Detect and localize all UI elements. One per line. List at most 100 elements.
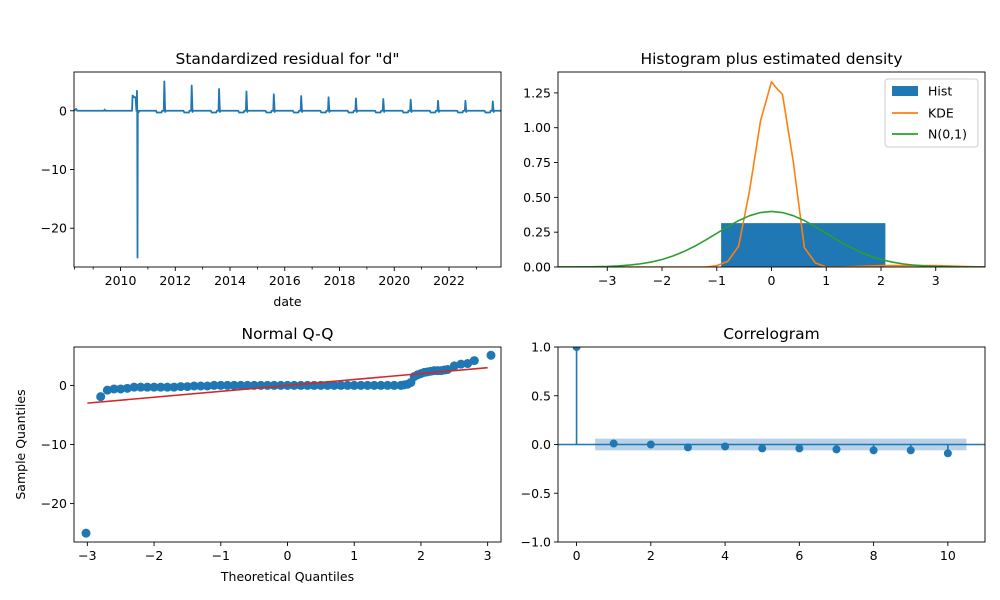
histogram-panel: Hist KDE N(0,1) −3 −2 −1 0 1 2 3 0.00 0.25 0.50 0.75 1… xyxy=(523,50,986,288)
correlogram-panel: 0 2 4 6 8 10 1.0 0.5 0.0 −0.5 −1.0 Correlogram xyxy=(521,325,986,563)
y-tick-label: −10 xyxy=(41,162,67,177)
x-tick-label: 0 xyxy=(768,273,776,288)
plot-area xyxy=(81,350,496,538)
qq-point xyxy=(456,359,466,369)
x-tick-label: 2010 xyxy=(105,273,137,288)
normal-density-line xyxy=(558,210,985,267)
x-tick-label: 1 xyxy=(822,273,830,288)
y-tick-label: −1.0 xyxy=(521,535,551,550)
acf-marker xyxy=(572,347,581,351)
y-tick-label: −0.5 xyxy=(521,486,551,501)
x-tick-label: −3 xyxy=(598,273,616,288)
qq-point xyxy=(236,380,246,390)
y-axis-label: Sample Quantiles xyxy=(13,389,28,499)
y-tick-label: 0 xyxy=(59,103,67,118)
x-tick-label: 0 xyxy=(284,548,292,563)
legend-label-kde: KDE xyxy=(928,106,954,121)
qq-point xyxy=(202,381,212,391)
qq-point xyxy=(156,382,166,392)
qq-point xyxy=(296,380,306,390)
qq-point xyxy=(116,384,126,394)
plot-area xyxy=(74,80,501,259)
qq-point xyxy=(389,380,399,390)
qq-point xyxy=(376,380,386,390)
qq-point xyxy=(149,382,159,392)
legend-swatch-hist xyxy=(892,86,918,96)
x-tick-label: 3 xyxy=(932,273,940,288)
x-tick-label: 2020 xyxy=(378,273,410,288)
chart-title: Standardized residual for "d" xyxy=(176,50,400,68)
qq-point xyxy=(189,381,199,391)
qq-point xyxy=(343,380,353,390)
x-tick-label: 2016 xyxy=(269,273,301,288)
x-tick-label: 0 xyxy=(573,548,581,563)
acf-marker xyxy=(609,439,618,448)
qq-point xyxy=(96,392,106,402)
qq-point xyxy=(109,384,119,394)
plot-area xyxy=(558,347,985,458)
x-tick-label: 2012 xyxy=(159,273,191,288)
acf-marker xyxy=(869,446,878,455)
chart-title: Correlogram xyxy=(723,325,820,343)
x-tick-label: 2 xyxy=(647,548,655,563)
x-tick-label: 2014 xyxy=(214,273,246,288)
qq-point xyxy=(486,350,496,360)
residual-line xyxy=(74,80,501,259)
qq-point xyxy=(182,382,192,392)
qq-point xyxy=(216,380,226,390)
x-tick-label: −1 xyxy=(708,273,726,288)
qq-point xyxy=(356,380,366,390)
qq-point xyxy=(336,380,346,390)
acf-marker xyxy=(721,442,730,451)
x-tick-label: −2 xyxy=(145,548,163,563)
legend-label-normal: N(0,1) xyxy=(928,127,967,142)
x-tick-label: −1 xyxy=(212,548,230,563)
x-tick-label: 4 xyxy=(721,548,729,563)
qq-point xyxy=(102,385,112,395)
y-tick-label: 1.25 xyxy=(523,85,551,100)
qq-reference-line xyxy=(87,366,488,404)
x-axis-label: Theoretical Quantiles xyxy=(220,569,354,584)
x-tick-label: 6 xyxy=(795,548,803,563)
acf-marker xyxy=(832,445,841,454)
acf-marker xyxy=(795,444,804,453)
qq-point xyxy=(363,380,373,390)
acf-marker xyxy=(906,446,915,455)
qq-point xyxy=(196,381,206,391)
qq-point xyxy=(349,380,359,390)
y-tick-label: 0.0 xyxy=(531,437,551,452)
acf-marker xyxy=(943,449,952,458)
qq-point xyxy=(169,382,179,392)
chart-title: Normal Q-Q xyxy=(241,325,333,343)
legend: Hist KDE N(0,1) xyxy=(884,78,979,148)
acf-marker xyxy=(758,444,767,453)
y-tick-label: 0.00 xyxy=(523,260,551,275)
qq-point xyxy=(142,382,152,392)
x-tick-label: 8 xyxy=(870,548,878,563)
y-tick-label: 0.50 xyxy=(523,190,551,205)
x-tick-label: −3 xyxy=(78,548,96,563)
qq-point xyxy=(122,383,132,393)
y-tick-label: −10 xyxy=(41,437,67,452)
y-tick-label: 0 xyxy=(59,378,67,393)
residual-panel: 2010 2012 2014 2016 2018 2020 2022 0 −10 −20 Stand… xyxy=(41,50,502,309)
x-tick-label: 2 xyxy=(417,548,425,563)
acf-marker xyxy=(646,440,655,449)
x-axis-label: date xyxy=(273,294,301,309)
qq-point xyxy=(369,380,379,390)
y-tick-label: −20 xyxy=(41,496,67,511)
qq-point xyxy=(383,380,393,390)
qq-point xyxy=(209,380,219,390)
y-tick-label: 1.0 xyxy=(531,340,551,355)
x-tick-label: 1 xyxy=(350,548,358,563)
qq-point xyxy=(329,380,339,390)
x-tick-label: −2 xyxy=(653,273,671,288)
legend-label-hist: Hist xyxy=(928,84,952,99)
qq-point xyxy=(229,380,239,390)
qq-point xyxy=(469,356,479,366)
x-tick-label: 3 xyxy=(484,548,492,563)
x-tick-label: 2 xyxy=(877,273,885,288)
y-tick-label: 0.25 xyxy=(523,225,551,240)
